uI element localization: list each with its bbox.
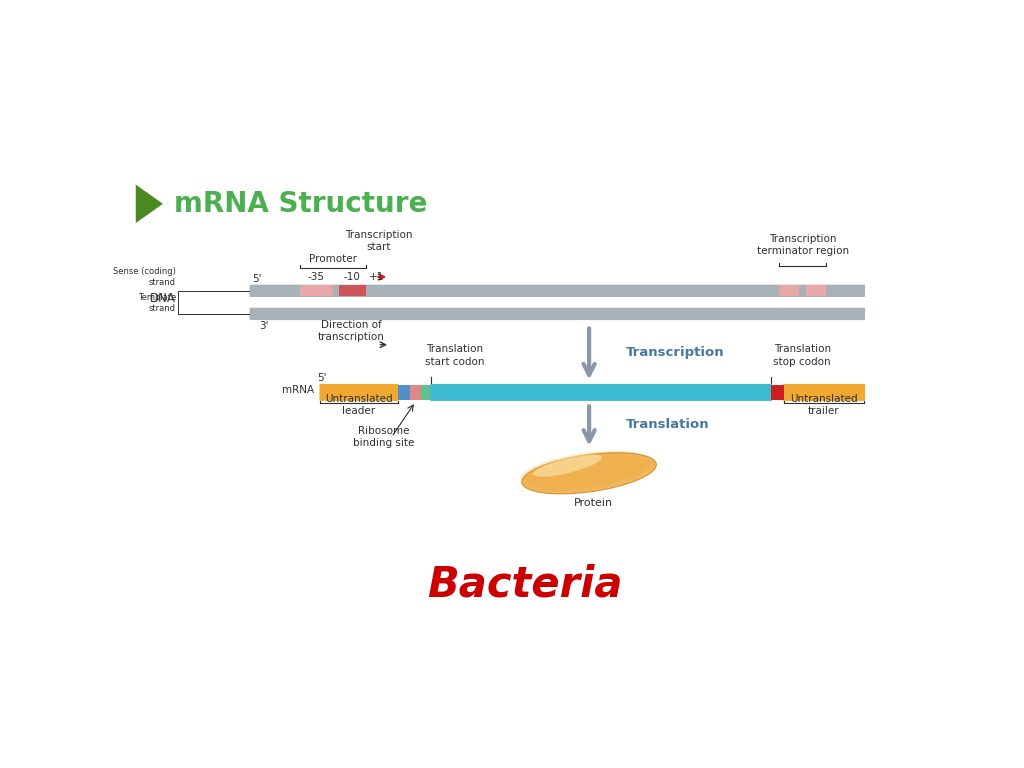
Ellipse shape (527, 455, 648, 489)
Text: Translation
stop codon: Translation stop codon (773, 344, 831, 367)
Bar (397, 385, 410, 400)
Text: Transcription
terminator region: Transcription terminator region (757, 234, 849, 256)
Text: mRNA: mRNA (282, 386, 314, 396)
Text: DNA: DNA (151, 292, 176, 305)
FancyBboxPatch shape (430, 384, 772, 401)
Ellipse shape (523, 453, 650, 491)
Text: Sense (coding)
strand: Sense (coding) strand (114, 266, 176, 286)
Text: +1: +1 (369, 272, 384, 282)
Ellipse shape (534, 455, 602, 477)
Text: Translation: Translation (627, 419, 710, 432)
Ellipse shape (529, 456, 647, 488)
Bar (410, 385, 421, 400)
Bar (806, 286, 826, 296)
Text: Untranslated
trailer: Untranslated trailer (791, 394, 858, 416)
Text: Translation
start codon: Translation start codon (425, 344, 484, 367)
Text: Transcription
start: Transcription start (345, 230, 413, 252)
Ellipse shape (530, 457, 646, 488)
FancyBboxPatch shape (783, 384, 865, 401)
Ellipse shape (519, 451, 652, 492)
Text: Protein: Protein (573, 498, 612, 508)
Ellipse shape (520, 452, 652, 491)
Text: 5': 5' (317, 373, 327, 383)
Ellipse shape (522, 453, 656, 494)
FancyBboxPatch shape (250, 308, 865, 320)
Ellipse shape (529, 457, 647, 488)
Ellipse shape (528, 455, 648, 489)
Ellipse shape (524, 454, 649, 490)
Text: Transcription: Transcription (627, 346, 725, 359)
Ellipse shape (534, 458, 645, 488)
Text: 5': 5' (252, 274, 261, 284)
Ellipse shape (525, 455, 649, 490)
Text: Ribosome
binding site: Ribosome binding site (353, 426, 415, 449)
Ellipse shape (519, 451, 653, 492)
Text: mRNA Structure: mRNA Structure (174, 190, 428, 218)
Text: Untranslated
leader: Untranslated leader (326, 394, 393, 416)
Bar (421, 385, 431, 400)
Bar (771, 385, 783, 400)
Ellipse shape (531, 458, 646, 488)
Text: -35: -35 (308, 272, 325, 282)
Ellipse shape (522, 452, 651, 491)
Text: Promoter: Promoter (309, 253, 357, 263)
Ellipse shape (526, 455, 649, 489)
FancyBboxPatch shape (250, 285, 865, 297)
Text: Direction of
transcription: Direction of transcription (317, 320, 385, 342)
FancyBboxPatch shape (319, 384, 398, 401)
Bar (779, 286, 799, 296)
Ellipse shape (524, 453, 650, 490)
Bar (300, 286, 333, 296)
Ellipse shape (521, 452, 651, 491)
Ellipse shape (532, 458, 645, 488)
Bar (339, 286, 366, 296)
Text: Template
strand: Template strand (137, 293, 176, 313)
Text: Bacteria: Bacteria (427, 564, 623, 606)
Text: -10: -10 (344, 272, 360, 282)
Text: 3': 3' (260, 321, 269, 331)
Polygon shape (136, 184, 163, 223)
